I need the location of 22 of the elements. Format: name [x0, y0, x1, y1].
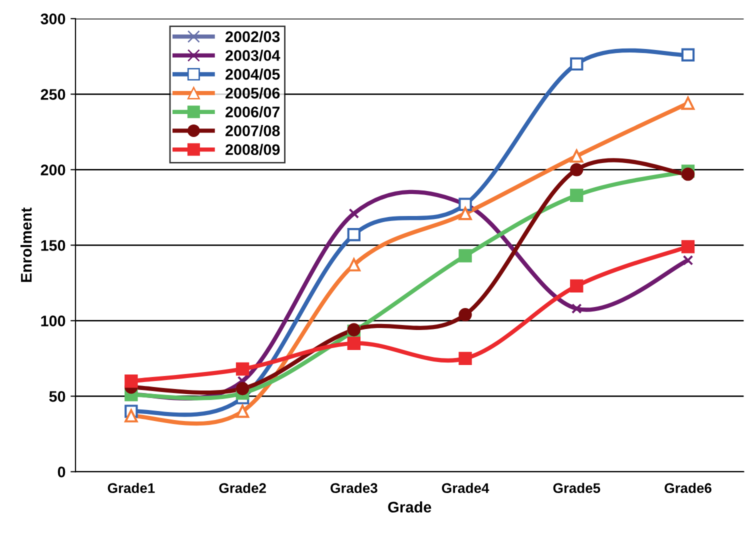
legend-label: 2007/08	[226, 125, 280, 136]
y-tick-label: 200	[40, 164, 66, 176]
y-axis-title: Enrolment	[20, 208, 32, 282]
y-tick-label: 50	[49, 391, 66, 402]
x-tick-label: Grade3	[330, 482, 378, 494]
legend-label: 2006/07	[226, 106, 280, 118]
x-tick-label: Grade2	[219, 482, 266, 494]
x-axis-title: Grade	[388, 501, 432, 513]
legend-label: 2005/06	[226, 87, 280, 99]
x-tick-label: Grade5	[553, 482, 600, 494]
x-tick-label: Grade1	[108, 482, 155, 494]
legend-label: 2002/03	[226, 30, 280, 42]
legend-label: 2004/05	[226, 68, 280, 80]
x-tick-label: Grade6	[664, 482, 712, 494]
legend-label: 2008/09	[226, 144, 280, 156]
y-tick-label: 150	[41, 240, 66, 251]
x-tick-label: Grade4	[442, 482, 490, 494]
y-tick-label: 100	[41, 316, 66, 326]
y-tick-label: 300	[40, 14, 66, 24]
y-tick-label: 250	[40, 89, 66, 100]
legend-label: 2003/04	[226, 50, 280, 62]
y-tick-label: 0	[58, 466, 66, 478]
